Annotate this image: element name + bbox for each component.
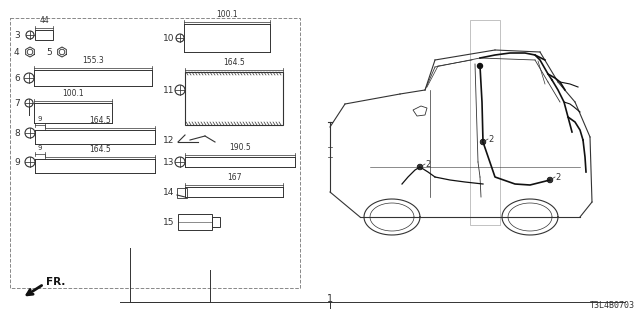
Text: 2: 2: [425, 159, 430, 169]
Bar: [185, 72, 283, 125]
Text: 2: 2: [555, 172, 560, 181]
Text: 190.5: 190.5: [229, 143, 251, 152]
Text: 8: 8: [14, 129, 20, 138]
Text: 13: 13: [163, 157, 175, 166]
Bar: [35, 30, 53, 40]
Circle shape: [418, 165, 422, 169]
Circle shape: [547, 178, 552, 182]
Text: 9: 9: [38, 116, 42, 122]
Text: 12: 12: [163, 135, 174, 145]
Text: 4: 4: [14, 47, 20, 57]
Text: 100.1: 100.1: [216, 10, 238, 19]
Text: 10: 10: [163, 34, 175, 43]
Text: 100.1: 100.1: [62, 89, 84, 98]
Text: 164.5: 164.5: [89, 116, 111, 125]
Text: 5: 5: [46, 47, 52, 57]
Bar: [470, 20, 500, 225]
Circle shape: [477, 63, 483, 68]
Text: 2: 2: [488, 134, 493, 143]
Text: 164.5: 164.5: [223, 58, 245, 67]
Circle shape: [548, 178, 552, 182]
Text: 1: 1: [327, 294, 333, 304]
Text: T3L4B0703: T3L4B0703: [590, 301, 635, 310]
Bar: [178, 214, 212, 230]
Bar: [212, 217, 220, 227]
Text: 14: 14: [163, 188, 174, 196]
Text: 164.5: 164.5: [89, 145, 111, 154]
Circle shape: [417, 164, 422, 170]
Text: 3: 3: [14, 30, 20, 39]
Text: 9: 9: [14, 157, 20, 166]
Text: 167: 167: [227, 173, 241, 182]
Text: 155.3: 155.3: [82, 56, 104, 65]
Text: 44: 44: [39, 16, 49, 25]
Circle shape: [481, 140, 485, 144]
Text: 6: 6: [14, 74, 20, 83]
Bar: [10, 18, 300, 288]
Text: FR.: FR.: [46, 277, 65, 287]
Text: 11: 11: [163, 85, 175, 94]
Circle shape: [481, 140, 486, 145]
Text: 7: 7: [14, 99, 20, 108]
Text: 15: 15: [163, 218, 175, 227]
Bar: [177, 188, 187, 198]
Text: 9: 9: [38, 145, 42, 151]
